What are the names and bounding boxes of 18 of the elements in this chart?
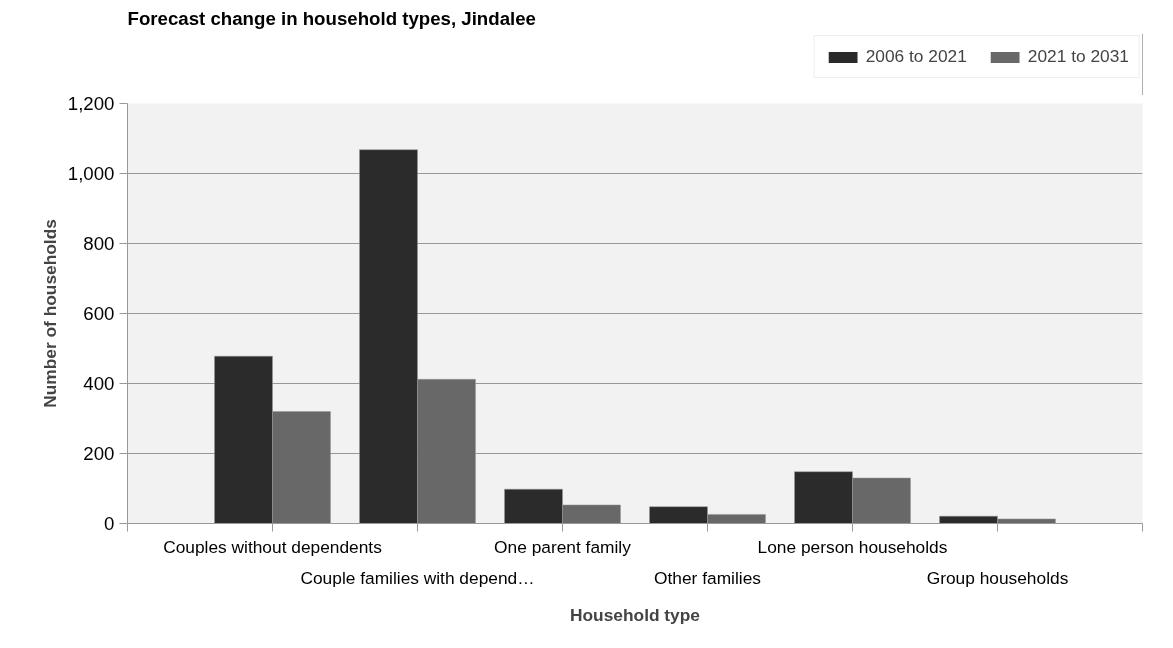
x-tick-label: Couples without dependents xyxy=(163,536,383,557)
y-axis-title: Number of households xyxy=(39,219,60,408)
legend-label: 2006 to 2021 xyxy=(865,46,967,67)
x-tick-label: One parent family xyxy=(494,536,632,557)
x-axis-title: Household type xyxy=(570,604,701,625)
y-tick-label: 800 xyxy=(83,233,115,254)
y-tick-label: 0 xyxy=(104,513,115,534)
x-tick-label: Lone person households xyxy=(757,536,948,557)
x-tick-label: Group households xyxy=(926,567,1069,588)
x-tick-label: Couple families with depend… xyxy=(300,567,535,588)
legend-label: 2021 to 2031 xyxy=(1027,46,1129,67)
y-tick-label: 600 xyxy=(83,303,115,324)
x-tick-label: Other families xyxy=(654,567,762,588)
chart-title: Forecast change in household types, Jindalee xyxy=(127,7,536,29)
y-tick-label: 200 xyxy=(83,443,115,464)
y-tick-label: 1,000 xyxy=(67,163,115,184)
y-tick-label: 400 xyxy=(83,373,115,394)
y-tick-label: 1,200 xyxy=(67,93,115,114)
